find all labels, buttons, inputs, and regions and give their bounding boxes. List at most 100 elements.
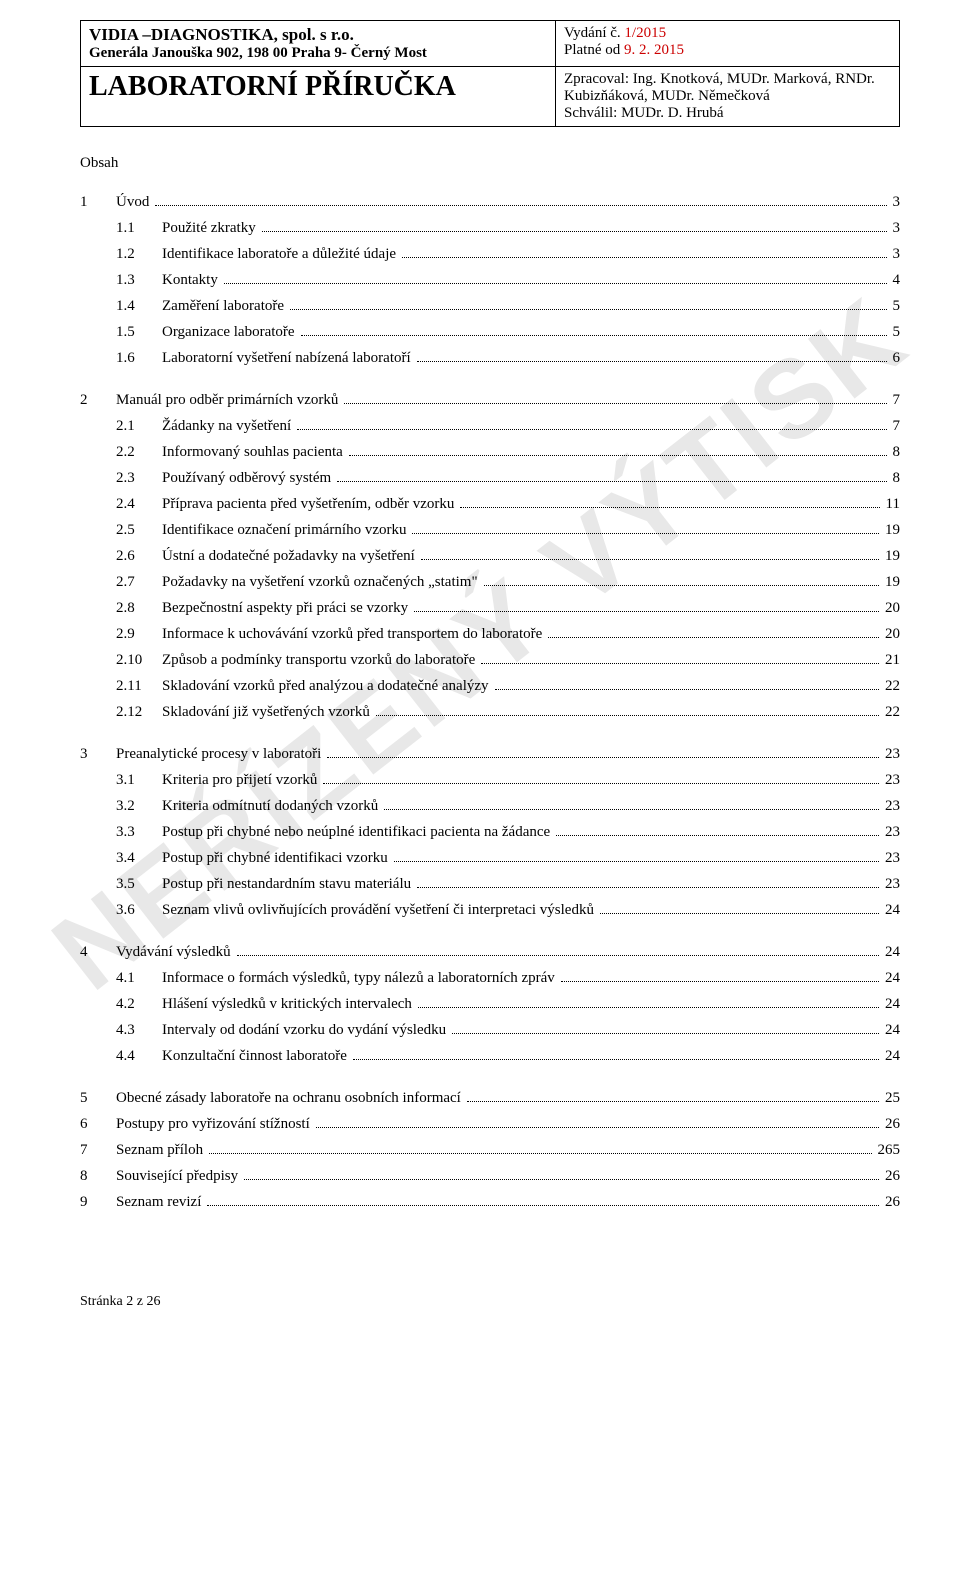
toc-page-number: 22: [883, 674, 900, 698]
toc-page-number: 6: [891, 346, 901, 370]
toc-entry: 3.3Postup při chybné nebo neúplné identi…: [80, 820, 900, 844]
toc-entry: 2.2Informovaný souhlas pacienta 8: [80, 440, 900, 464]
toc-number: 1.2: [80, 242, 162, 266]
toc-label: Informace k uchovávání vzorků před trans…: [162, 622, 546, 646]
toc-number: 2.9: [80, 622, 162, 646]
toc-entry: 2.8Bezpečnostní aspekty při práci se vzo…: [80, 596, 900, 620]
toc-number: 1.6: [80, 346, 162, 370]
toc-page-number: 19: [883, 544, 900, 568]
toc-page-number: 21: [883, 648, 900, 672]
toc-page-number: 24: [883, 992, 900, 1016]
toc-number: 2.7: [80, 570, 162, 594]
toc-number: 4.3: [80, 1018, 162, 1042]
toc-leader-dots: [484, 585, 879, 586]
toc-leader-dots: [495, 689, 879, 690]
toc-entry: 5Obecné zásady laboratoře na ochranu oso…: [80, 1086, 900, 1110]
toc-leader-dots: [301, 335, 887, 336]
toc-label: Seznam vlivů ovlivňujících provádění vyš…: [162, 898, 598, 922]
toc-leader-dots: [417, 887, 879, 888]
toc-number: 7: [80, 1138, 116, 1162]
toc-label: Informovaný souhlas pacienta: [162, 440, 347, 464]
toc-number: 2.2: [80, 440, 162, 464]
toc-page-number: 26: [883, 1190, 900, 1214]
toc-number: 8: [80, 1164, 116, 1188]
issue-label: Vydání č.: [564, 25, 624, 41]
toc-entry: 3.4Postup při chybné identifikaci vzorku…: [80, 846, 900, 870]
toc-page-number: 19: [883, 570, 900, 594]
toc-number: 4.4: [80, 1044, 162, 1068]
toc-page-number: 265: [876, 1138, 901, 1162]
issue-value: 1/2015: [624, 25, 666, 41]
toc-page-number: 8: [891, 440, 901, 464]
toc-leader-dots: [418, 1007, 879, 1008]
toc-entry: 2.7Požadavky na vyšetření vzorků označen…: [80, 570, 900, 594]
toc-leader-dots: [349, 455, 887, 456]
toc-entry: 3.2Kriteria odmítnutí dodaných vzorků23: [80, 794, 900, 818]
toc-label: Kriteria pro přijetí vzorků: [162, 768, 321, 792]
toc-page-number: 26: [883, 1112, 900, 1136]
toc-number: 2.3: [80, 466, 162, 490]
toc-leader-dots: [452, 1033, 879, 1034]
toc-label: Intervaly od dodání vzorku do vydání výs…: [162, 1018, 450, 1042]
toc-page-number: 3: [891, 242, 901, 266]
toc-entry: 1Úvod3: [80, 190, 900, 214]
toc-leader-dots: [209, 1153, 871, 1154]
toc-label: Kriteria odmítnutí dodaných vzorků: [162, 794, 382, 818]
toc-entry: 2.4Příprava pacienta před vyšetřením, od…: [80, 492, 900, 516]
toc-entry: 1.3Kontakty4: [80, 268, 900, 292]
toc-label: Organizace laboratoře: [162, 320, 299, 344]
toc-leader-dots: [600, 913, 879, 914]
toc-entry: 2.11Skladování vzorků před analýzou a do…: [80, 674, 900, 698]
toc-label: Informace o formách výsledků, typy nález…: [162, 966, 559, 990]
toc-page-number: 3: [891, 190, 901, 214]
toc-leader-dots: [224, 283, 887, 284]
valid-label: Platné od: [564, 42, 624, 58]
toc-label: Bezpečnostní aspekty při práci se vzorky: [162, 596, 412, 620]
toc-label: Kontakty: [162, 268, 222, 292]
toc-number: 1.5: [80, 320, 162, 344]
toc-entry: 9Seznam revizí26: [80, 1190, 900, 1214]
toc-page-number: 23: [883, 742, 900, 766]
toc-label: Identifikace označení primárního vzorku: [162, 518, 410, 542]
toc-label: Seznam revizí: [116, 1190, 205, 1214]
toc-label: Příprava pacienta před vyšetřením, odběr…: [162, 492, 458, 516]
toc-leader-dots: [412, 533, 879, 534]
toc-leader-dots: [262, 231, 887, 232]
toc-number: 4.2: [80, 992, 162, 1016]
toc-label: Hlášení výsledků v kritických intervalec…: [162, 992, 416, 1016]
toc-entry: 4.1Informace o formách výsledků, typy ná…: [80, 966, 900, 990]
toc-leader-dots: [337, 481, 886, 482]
toc-page-number: 24: [883, 966, 900, 990]
toc-number: 3.1: [80, 768, 162, 792]
toc-leader-dots: [376, 715, 879, 716]
toc-entry: 4.2Hlášení výsledků v kritických interva…: [80, 992, 900, 1016]
toc-entry: 3Preanalytické procesy v laboratoři23: [80, 742, 900, 766]
toc-number: 4.1: [80, 966, 162, 990]
toc-label: Preanalytické procesy v laboratoři: [116, 742, 325, 766]
toc-entry: 2.12Skladování již vyšetřených vzorků22: [80, 700, 900, 724]
toc-page-number: 23: [883, 820, 900, 844]
toc-entry: 1.5Organizace laboratoře5: [80, 320, 900, 344]
toc-leader-dots: [556, 835, 879, 836]
toc-number: 2: [80, 388, 116, 412]
toc-page-number: 8: [891, 466, 901, 490]
toc-entry: 3.1Kriteria pro přijetí vzorků23: [80, 768, 900, 792]
toc-entry: 2.5Identifikace označení primárního vzor…: [80, 518, 900, 542]
toc-entry: 6Postupy pro vyřizování stížností26: [80, 1112, 900, 1136]
toc-number: 2.1: [80, 414, 162, 438]
toc-number: 1: [80, 190, 116, 214]
toc-leader-dots: [207, 1205, 879, 1206]
toc-entry: 4Vydávání výsledků24: [80, 940, 900, 964]
toc-number: 4: [80, 940, 116, 964]
toc-leader-dots: [244, 1179, 879, 1180]
toc-entry: 2.10Způsob a podmínky transportu vzorků …: [80, 648, 900, 672]
toc-number: 2.11: [80, 674, 162, 698]
toc-entry: 2Manuál pro odběr primárních vzorků7: [80, 388, 900, 412]
toc-page-number: 26: [883, 1164, 900, 1188]
toc-label: Seznam příloh: [116, 1138, 207, 1162]
toc-page-number: 23: [883, 872, 900, 896]
toc-leader-dots: [417, 361, 887, 362]
toc-page-number: 7: [891, 414, 901, 438]
document-header-table: VIDIA –DIAGNOSTIKA, spol. s r.o. Generál…: [80, 20, 900, 127]
toc-leader-dots: [327, 757, 879, 758]
